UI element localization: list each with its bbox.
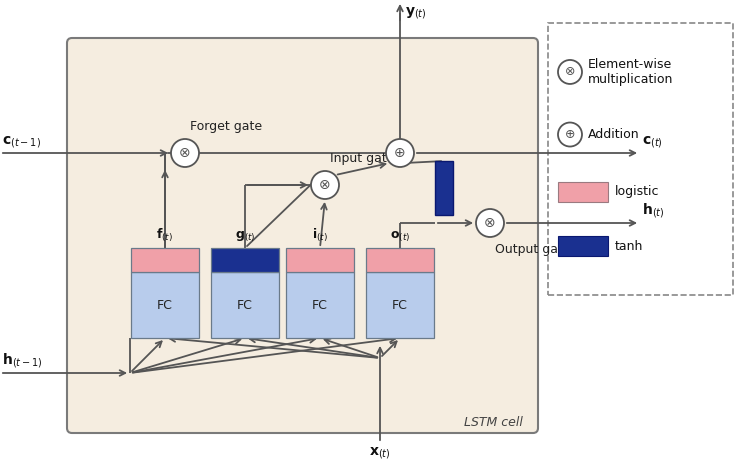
Bar <box>435 161 453 215</box>
Circle shape <box>311 171 339 199</box>
Text: Element-wise
multiplication: Element-wise multiplication <box>588 58 673 86</box>
Circle shape <box>386 139 414 167</box>
Text: ⊕: ⊕ <box>565 128 575 141</box>
Text: $\mathbf{c}_{(t-1)}$: $\mathbf{c}_{(t-1)}$ <box>2 134 41 150</box>
Text: FC: FC <box>237 299 253 312</box>
Text: Addition: Addition <box>588 128 640 141</box>
Text: $\mathbf{g}_{(t)}$: $\mathbf{g}_{(t)}$ <box>235 230 255 244</box>
Text: $\mathbf{i}_{(t)}$: $\mathbf{i}_{(t)}$ <box>312 226 328 244</box>
Text: Forget gate: Forget gate <box>190 120 262 133</box>
Text: $\mathbf{f}_{(t)}$: $\mathbf{f}_{(t)}$ <box>157 226 174 244</box>
FancyBboxPatch shape <box>548 23 733 295</box>
FancyBboxPatch shape <box>67 38 538 433</box>
Text: FC: FC <box>312 299 328 312</box>
Bar <box>211 248 279 272</box>
Text: ⊗: ⊗ <box>319 178 331 192</box>
Bar <box>558 181 608 202</box>
Text: ⊕: ⊕ <box>394 146 406 160</box>
Text: FC: FC <box>157 299 173 312</box>
Text: $\mathbf{y}_{(t)}$: $\mathbf{y}_{(t)}$ <box>405 5 426 21</box>
Bar <box>211 272 279 338</box>
Bar <box>366 272 434 338</box>
Bar <box>286 248 354 272</box>
Text: $\mathbf{x}_{(t)}$: $\mathbf{x}_{(t)}$ <box>370 445 391 461</box>
Text: ⊗: ⊗ <box>484 216 496 230</box>
Circle shape <box>558 60 582 84</box>
Text: LSTM cell: LSTM cell <box>464 416 523 429</box>
Text: $\mathbf{h}_{(t)}$: $\mathbf{h}_{(t)}$ <box>642 201 664 220</box>
Bar <box>131 272 199 338</box>
Bar <box>366 248 434 272</box>
Circle shape <box>476 209 504 237</box>
Text: $\mathbf{h}_{(t-1)}$: $\mathbf{h}_{(t-1)}$ <box>2 351 43 370</box>
Text: FC: FC <box>392 299 408 312</box>
Circle shape <box>171 139 199 167</box>
Text: $\mathbf{o}_{(t)}$: $\mathbf{o}_{(t)}$ <box>390 230 410 244</box>
Text: ⊗: ⊗ <box>179 146 191 160</box>
Bar <box>286 272 354 338</box>
Text: Input gate: Input gate <box>330 152 395 165</box>
Text: tanh: tanh <box>615 239 644 252</box>
Bar <box>558 236 608 256</box>
Bar <box>131 248 199 272</box>
Text: logistic: logistic <box>615 185 659 198</box>
Text: ⊗: ⊗ <box>565 65 575 78</box>
Text: Output gate: Output gate <box>495 243 571 256</box>
Text: $\mathbf{c}_{(t)}$: $\mathbf{c}_{(t)}$ <box>642 134 663 150</box>
Circle shape <box>558 123 582 146</box>
